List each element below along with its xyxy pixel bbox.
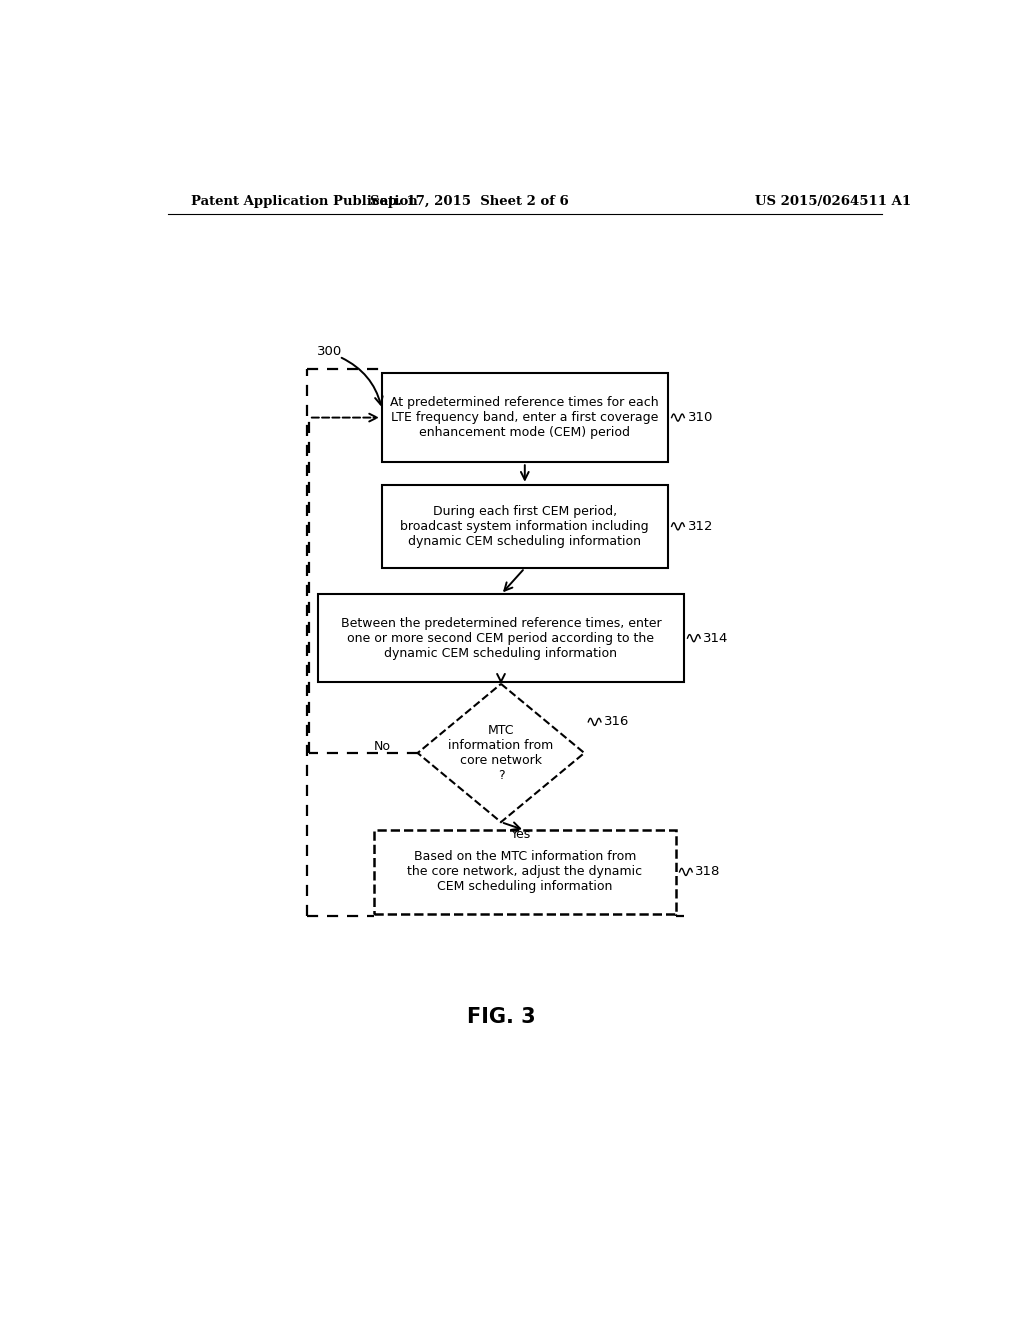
Text: 314: 314 [703, 632, 729, 644]
Text: FIG. 3: FIG. 3 [467, 1007, 536, 1027]
Text: 312: 312 [687, 520, 713, 533]
Text: At predetermined reference times for each
LTE frequency band, enter a first cove: At predetermined reference times for eac… [390, 396, 659, 440]
Text: US 2015/0264511 A1: US 2015/0264511 A1 [755, 194, 911, 207]
FancyBboxPatch shape [374, 830, 676, 913]
Text: MTC
information from
core network
?: MTC information from core network ? [449, 723, 554, 781]
Text: 300: 300 [316, 345, 342, 358]
FancyBboxPatch shape [318, 594, 684, 682]
Text: 316: 316 [604, 715, 630, 729]
Text: Based on the MTC information from
the core network, adjust the dynamic
CEM sched: Based on the MTC information from the co… [408, 850, 642, 894]
Text: 310: 310 [687, 411, 713, 424]
Text: Sep. 17, 2015  Sheet 2 of 6: Sep. 17, 2015 Sheet 2 of 6 [370, 194, 568, 207]
Text: Patent Application Publication: Patent Application Publication [191, 194, 418, 207]
Text: During each first CEM period,
broadcast system information including
dynamic CEM: During each first CEM period, broadcast … [400, 504, 649, 548]
Text: Between the predetermined reference times, enter
one or more second CEM period a: Between the predetermined reference time… [341, 616, 662, 660]
Text: 318: 318 [695, 866, 721, 878]
FancyBboxPatch shape [382, 372, 668, 462]
FancyBboxPatch shape [382, 484, 668, 568]
Text: Yes: Yes [511, 828, 530, 841]
Polygon shape [418, 684, 585, 822]
Text: No: No [374, 741, 390, 754]
